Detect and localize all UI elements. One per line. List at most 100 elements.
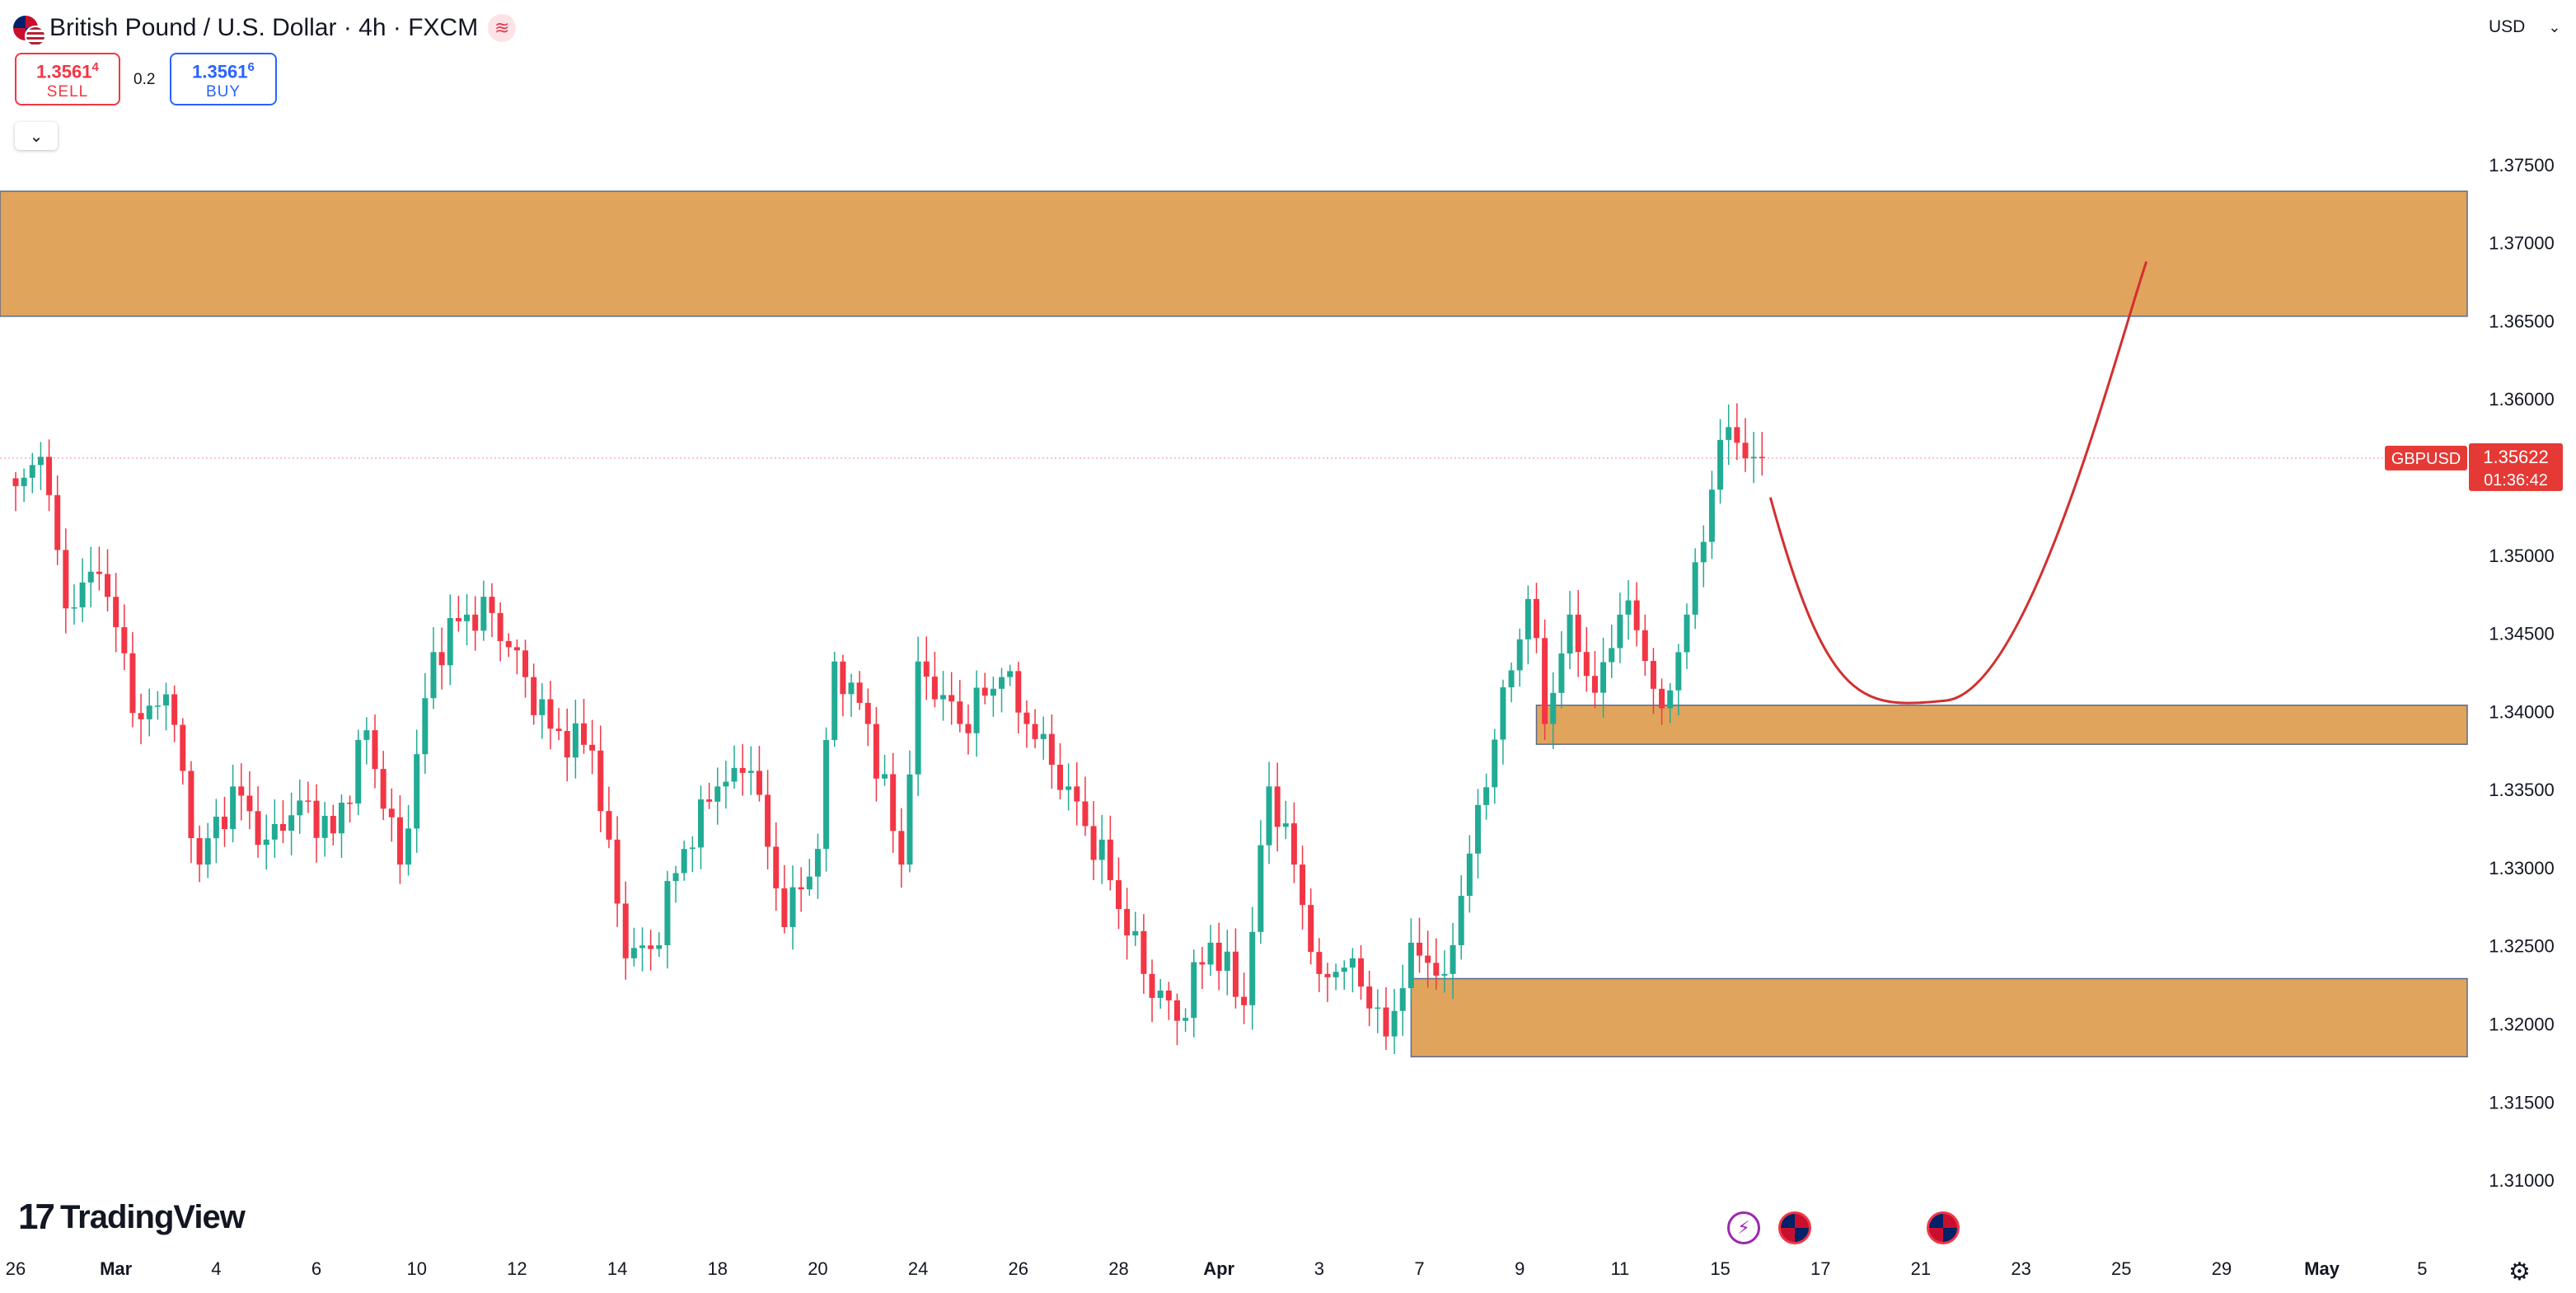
candle-body [1015,671,1022,713]
supply-zone[interactable] [0,190,2468,317]
candle-body [1633,600,1640,630]
price-tick-label: 1.32000 [2489,1014,2555,1034]
candle-body [263,839,269,846]
candle-body [1258,845,1264,932]
price-tick-label: 1.35000 [2489,546,2555,566]
candle-body [789,887,796,927]
candle-body [1742,443,1749,459]
candle-body [606,811,612,840]
candle-body [1316,952,1323,974]
candle-body [1149,973,1155,998]
sell-button[interactable]: 1.35614 SELL [15,53,120,105]
candle-body [1165,991,1172,1000]
candle-body [597,750,604,812]
candle-body [1450,944,1456,974]
candle-body [1550,692,1557,724]
candle-body [1558,653,1565,693]
candle-body [188,771,194,839]
candle-body [1224,951,1230,972]
candle-body [689,847,696,850]
candle-body [222,816,227,830]
candle-body [1048,733,1055,765]
candle-body [697,799,704,848]
candle-body [1098,839,1105,860]
currency-select[interactable]: USD ⌄ [2477,7,2563,48]
candle-body [204,838,211,865]
candle-body [54,494,61,550]
candle-body [765,794,771,847]
candle-body [1759,457,1765,458]
candle-body [1282,823,1289,827]
candle-body [1057,764,1063,790]
candle-body [180,724,186,771]
candle-body [1290,823,1297,865]
candle-body [555,728,562,731]
candle-body [890,774,897,832]
collapse-toggle[interactable]: ⌄ [15,122,58,150]
candle-body [773,846,780,888]
candle-body [864,702,871,724]
demand-zone-upper[interactable] [1535,705,2468,745]
price-tick-label: 1.34000 [2489,701,2555,722]
candle-body [1675,652,1682,691]
candle-body [756,771,762,795]
candle-body [1207,942,1214,965]
time-tick-label: 26 [6,1258,26,1279]
candle-body [1215,942,1222,972]
symbol-tag[interactable] [2385,445,2467,471]
candle-body [1617,614,1623,649]
candle-body [1508,670,1515,688]
chevron-down-icon: ⌄ [29,127,44,146]
spread-value: 0.2 [133,71,156,88]
countdown-label: 01:36:42 [2484,471,2548,490]
candle-body [923,661,930,677]
time-tick-label: 11 [1610,1258,1629,1279]
buy-button[interactable]: 1.35616 BUY [170,53,277,105]
candle-body [1274,786,1281,827]
candle-body [1609,648,1615,663]
price-tick-label: 1.33000 [2489,858,2555,878]
candle-body [656,944,663,949]
candle-body [823,739,830,850]
candle-body [21,477,27,486]
candle-body [940,695,947,700]
candle-body [547,699,554,729]
candle-body [1173,1000,1180,1021]
uk-flag-icon[interactable] [1778,1211,1811,1244]
candle-body [87,571,94,583]
candle-body [29,465,35,478]
candle-body [1475,804,1481,854]
projection-curve[interactable] [1768,260,2148,705]
candle-body [1090,826,1097,860]
symbol-header[interactable]: British Pound / U.S. Dollar · 4h · FXCM … [12,10,517,47]
candle-body [1040,733,1047,739]
candle-body [96,571,102,574]
candle-body [999,677,1005,689]
candle-body [1183,1018,1189,1021]
candle-body [1734,427,1740,443]
candle-body [1249,931,1256,1005]
candle-body [213,816,219,839]
candle-body [1032,724,1038,739]
candle-body [480,597,487,631]
candle-body [1642,630,1648,662]
candle-body [1700,541,1707,563]
candle-body [355,739,362,804]
time-tick-label: 20 [808,1258,827,1279]
price-tick-label: 1.33500 [2489,780,2555,800]
gear-icon[interactable]: ⚙ [2508,1258,2531,1286]
candle-body [1399,988,1406,1011]
candle-body [965,724,972,733]
uk-flag-icon[interactable] [1927,1211,1960,1244]
candle-body [664,881,671,945]
price-tag [2469,443,2563,491]
candle-body [297,800,303,816]
candle-body [672,873,679,882]
market-status-icon[interactable]: ≋ [488,14,517,42]
bolt-icon[interactable]: ⚡ [1727,1211,1760,1244]
candle-body [196,838,203,865]
candle-body [1692,562,1698,615]
demand-zone-lower[interactable] [1410,977,2468,1058]
candle-body [455,617,461,621]
